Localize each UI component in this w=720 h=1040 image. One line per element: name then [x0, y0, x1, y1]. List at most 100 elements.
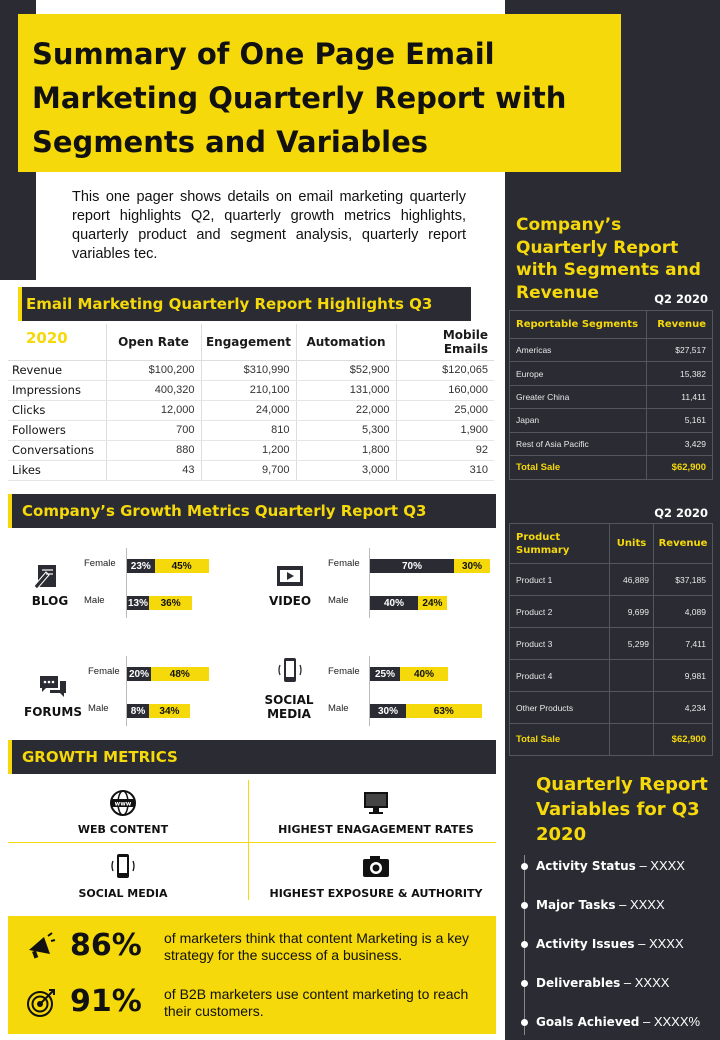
total-value: $62,900	[653, 723, 713, 756]
bar-segment-yellow: 40%	[400, 667, 448, 681]
product-units	[609, 691, 654, 724]
table-cell: 43	[105, 460, 201, 481]
segment-name: Europe	[508, 361, 648, 386]
product-units: 9,699	[609, 595, 654, 628]
table-cell: 210,100	[200, 380, 296, 401]
table-row: Other Products 4,234	[509, 691, 713, 724]
col-header: Product Summary	[509, 523, 610, 564]
blog-icon	[33, 565, 56, 590]
table-row: Followers 700 810 5,300 1,900	[8, 420, 494, 441]
metric-exposure: HIGHEST EXPOSURE & AUTHORITY	[256, 846, 496, 900]
table-cell: $100,200	[105, 360, 201, 381]
table-row: Product 4 9,981	[509, 659, 713, 692]
table-cell: 160,000	[395, 380, 494, 401]
timeline-dot	[521, 941, 528, 948]
male-bar: 40% 24%	[370, 596, 447, 610]
bar-segment-dark: 40%	[370, 596, 418, 610]
product-revenue: 9,981	[653, 659, 713, 692]
bar-axis	[126, 656, 127, 726]
channel-name-line: SOCIAL	[264, 693, 314, 707]
table-row: Product 3 5,299 7,411	[509, 627, 713, 660]
table-cell: 12,000	[105, 400, 201, 421]
products-table: Product Summary Units Revenue Product 1 …	[509, 523, 713, 756]
product-units	[609, 659, 654, 692]
table-row: Revenue $100,200 $310,990 $52,900 $120,065	[8, 360, 494, 381]
stat-percent: 91%	[70, 984, 142, 1019]
table-row: Greater China 11,411	[508, 384, 713, 410]
table-cell: $52,900	[295, 360, 396, 381]
female-label: Female	[84, 558, 116, 569]
growth-metrics-grid: www WEB CONTENT HIGHEST ENAGAGEMENT RATE…	[8, 780, 496, 906]
table-row: Europe 15,382	[508, 361, 713, 386]
row-label: Impressions	[8, 380, 106, 401]
table-row: Impressions 400,320 210,100 131,000 160,000	[8, 380, 494, 401]
channel-name: SOCIAL MEDIA	[258, 693, 320, 721]
segment-value: 3,429	[646, 431, 713, 456]
timeline-dot	[521, 863, 528, 870]
female-bar: 25% 40%	[370, 667, 448, 681]
table-cell: 9,700	[200, 460, 296, 481]
metric-label: WEB CONTENT	[77, 823, 169, 836]
male-bar: 13% 36%	[127, 596, 193, 610]
table-row: Likes 43 9,700 3,000 310	[8, 460, 494, 481]
table-cell: 131,000	[295, 380, 396, 401]
row-label: Followers	[8, 420, 106, 441]
product-name: Product 4	[509, 659, 610, 692]
variable-value: – XXXX	[615, 897, 665, 912]
variable-key: Deliverables	[536, 976, 621, 990]
monitor-icon	[364, 792, 388, 814]
row-label: Conversations	[8, 440, 106, 461]
col-header: Units	[609, 523, 654, 564]
product-units: 46,889	[609, 563, 654, 596]
bar-segment-dark: 23%	[127, 559, 155, 573]
bar-segment-dark: 70%	[370, 559, 454, 573]
table-row: Product 1 46,889 $37,185	[509, 563, 713, 596]
table-cell: 310	[395, 460, 494, 481]
page-title: Summary of One Page Email Marketing Quar…	[32, 37, 567, 159]
col-header: Mobile Emails	[395, 324, 494, 361]
stat-row: 86% of marketers think that content Mark…	[8, 926, 496, 976]
stats-box: 86% of marketers think that content Mark…	[8, 916, 496, 1034]
female-bar: 20% 48%	[127, 667, 209, 681]
table-cell: 22,000	[295, 400, 396, 421]
variable-item: Deliverables – XXXX	[536, 975, 669, 990]
highlights-heading: Email Marketing Quarterly Report Highlig…	[18, 287, 471, 347]
table-row: Americas $27,517	[508, 337, 713, 363]
table-header-row: Open Rate Engagement Automation Mobile E…	[8, 324, 494, 361]
female-bar: 23% 45%	[127, 559, 209, 573]
product-units: 5,299	[609, 627, 654, 660]
table-cell: 880	[105, 440, 201, 461]
bar-axis	[369, 656, 370, 726]
male-bar: 8% 34%	[127, 704, 190, 718]
variable-value: – XXXX	[634, 936, 684, 951]
svg-text:www: www	[115, 801, 132, 808]
female-bar: 70% 30%	[370, 559, 490, 573]
variable-key: Goals Achieved	[536, 1015, 640, 1029]
camera-icon	[363, 856, 389, 877]
stat-percent: 86%	[70, 928, 142, 963]
bar-segment-yellow: 45%	[154, 559, 209, 573]
male-label: Male	[328, 595, 349, 606]
metric-engagement: HIGHEST ENAGAGEMENT RATES	[256, 780, 496, 836]
globe-icon: www	[110, 790, 136, 816]
segments-heading: Company’s Quarterly Report with Segments…	[516, 215, 701, 303]
table-cell: 24,000	[200, 400, 296, 421]
col-header: Reportable Segments	[508, 310, 648, 339]
megaphone-icon	[29, 932, 56, 959]
bar-axis	[126, 548, 127, 618]
channel-name-line: MEDIA	[267, 707, 311, 721]
table-cell: 1,800	[295, 440, 396, 461]
bar-segment-dark: 8%	[127, 704, 149, 718]
product-revenue: 7,411	[653, 627, 713, 660]
timeline-dot	[521, 1019, 528, 1026]
variable-item: Activity Issues – XXXX	[536, 936, 684, 951]
segments-table: Reportable Segments Revenue Americas $27…	[508, 310, 713, 480]
female-label: Female	[88, 666, 120, 677]
table-cell: 92	[395, 440, 494, 461]
table-cell: 1,200	[200, 440, 296, 461]
row-label: Revenue	[8, 360, 106, 381]
product-name: Other Products	[509, 691, 610, 724]
bar-segment-dark: 30%	[370, 704, 406, 718]
stat-row: 91% of B2B marketers use content marketi…	[8, 982, 496, 1032]
segment-value: 11,411	[646, 384, 713, 410]
